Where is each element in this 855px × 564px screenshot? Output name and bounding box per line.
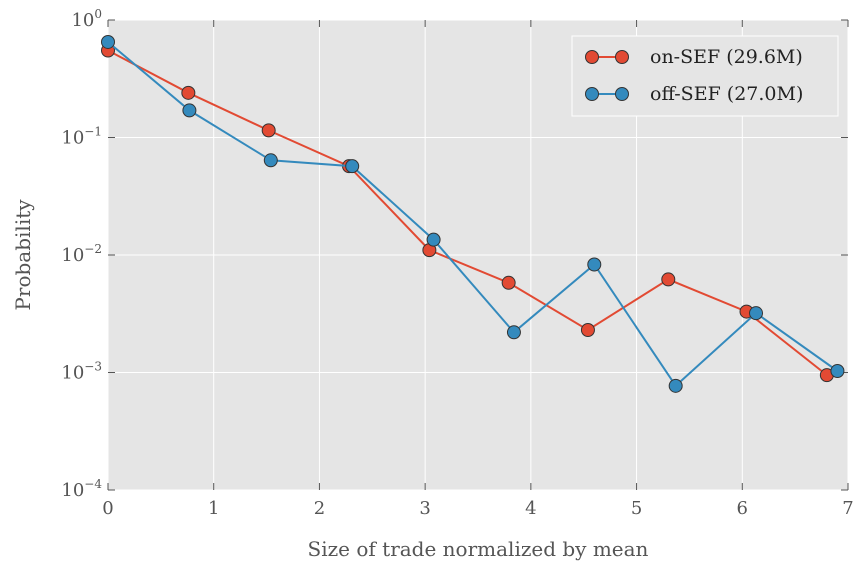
- legend-marker-off-sef-end: [615, 87, 629, 101]
- data-point: [101, 34, 115, 49]
- data-point: [501, 275, 516, 290]
- y-tick-label: 100: [71, 7, 102, 31]
- ticks: [107, 19, 849, 491]
- x-axis-label: Size of trade normalized by mean: [308, 537, 649, 561]
- legend-entry-off-sef: off-SEF (27.0M): [585, 83, 803, 105]
- grid: [107, 19, 849, 491]
- x-tick-label: 5: [631, 498, 642, 519]
- series-line: [107, 49, 828, 376]
- x-tick-label: 1: [208, 498, 219, 519]
- legend-box: [571, 35, 839, 117]
- data-point: [506, 325, 521, 340]
- legend-entry-on-sef: on-SEF (29.6M): [585, 46, 803, 68]
- y-tick-label: 10−2: [61, 242, 102, 266]
- data-point: [181, 85, 196, 100]
- legend-label-on-sef: on-SEF (29.6M): [650, 46, 803, 68]
- data-point: [668, 378, 683, 393]
- x-tick-label: 6: [737, 498, 748, 519]
- data-point: [182, 103, 197, 118]
- series-layer: [101, 34, 845, 393]
- x-tick-label: 3: [419, 498, 430, 519]
- y-tick-label: 10−4: [61, 477, 102, 501]
- x-tick-label: 7: [842, 498, 853, 519]
- x-tick-label: 0: [102, 498, 113, 519]
- data-point: [661, 272, 676, 287]
- series-off-sef: [101, 34, 845, 393]
- legend: on-SEF (29.6M) off-SEF (27.0M): [571, 35, 839, 117]
- data-point: [263, 153, 278, 168]
- legend-marker-on-sef-end: [615, 50, 629, 64]
- data-point: [426, 232, 441, 247]
- x-tick-labels: 0 1 2 3 4 5 6 7: [102, 498, 853, 519]
- data-point: [580, 322, 595, 337]
- legend-label-off-sef: off-SEF (27.0M): [650, 83, 803, 105]
- data-point: [345, 159, 360, 174]
- y-tick-labels: 100 10−1 10−2 10−3 10−4: [61, 7, 102, 501]
- series-line: [107, 41, 838, 388]
- data-point: [830, 363, 845, 378]
- data-point: [587, 257, 602, 272]
- y-tick-label: 10−3: [61, 360, 102, 384]
- data-point: [749, 306, 764, 321]
- y-axis-label: Probability: [11, 199, 35, 311]
- x-tick-label: 2: [314, 498, 325, 519]
- series-on-sef: [101, 43, 834, 383]
- legend-marker-on-sef: [585, 50, 599, 64]
- y-tick-label: 10−1: [61, 125, 102, 149]
- data-point: [261, 123, 276, 138]
- x-tick-label: 4: [525, 498, 536, 519]
- legend-marker-off-sef: [585, 87, 599, 101]
